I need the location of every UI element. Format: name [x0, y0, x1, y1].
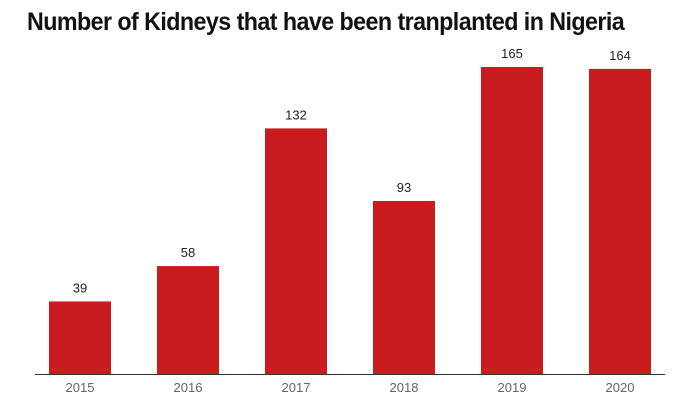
bar-2015 [49, 301, 111, 374]
x-tick-label: 2018 [390, 380, 419, 395]
bar-2018 [373, 200, 435, 374]
x-tick-label: 2019 [498, 380, 527, 395]
value-label: 58 [181, 245, 195, 260]
bar-2017 [265, 128, 327, 374]
x-tick-label: 2015 [66, 380, 95, 395]
chart-title: Number of Kidneys that have been tranpla… [27, 8, 625, 36]
value-label: 165 [501, 46, 523, 61]
value-label: 132 [285, 107, 307, 122]
value-label: 39 [73, 280, 87, 295]
x-tick-label: 2020 [606, 380, 635, 395]
value-label: 164 [609, 48, 631, 63]
x-tick-label: 2017 [282, 380, 311, 395]
bar-2016 [157, 266, 219, 374]
bar-2019 [481, 67, 543, 374]
bar-2020 [589, 68, 651, 375]
value-label: 93 [397, 180, 411, 195]
x-tick-label: 2016 [174, 380, 203, 395]
